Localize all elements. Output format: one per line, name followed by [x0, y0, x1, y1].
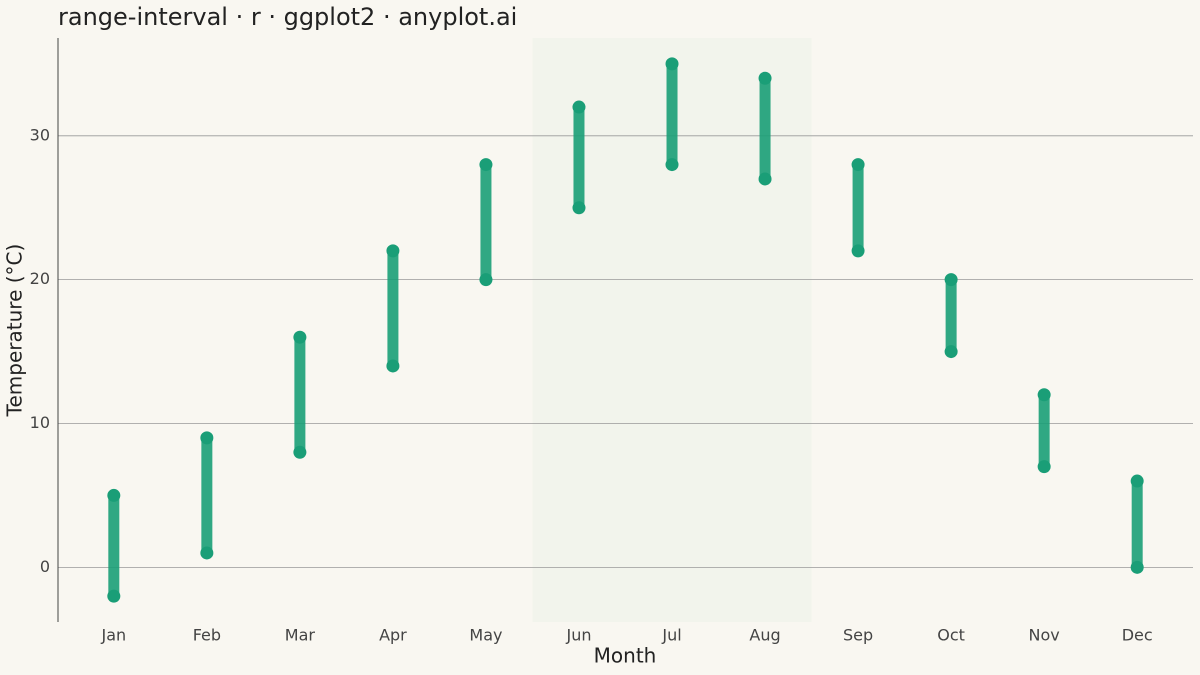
low-dot [479, 273, 493, 287]
low-dot [665, 158, 679, 172]
x-tick-label: Mar [285, 626, 316, 645]
low-dot [1130, 560, 1144, 574]
high-dot [200, 431, 214, 445]
high-dot [572, 100, 586, 114]
range-bar [1131, 481, 1143, 568]
low-dot [758, 172, 772, 186]
high-dot [479, 158, 493, 172]
high-dot [1130, 474, 1144, 488]
low-dot [851, 244, 865, 258]
range-bar [852, 164, 864, 251]
range-bar [201, 437, 213, 553]
high-dot [107, 488, 121, 502]
high-dot [386, 244, 400, 258]
low-dot [386, 359, 400, 373]
x-tick-label: Jun [565, 626, 591, 645]
x-axis-title: Month [594, 644, 657, 668]
chart-title: range-interval · r · ggplot2 · anyplot.a… [58, 3, 517, 31]
x-tick-label: Jul [661, 626, 681, 645]
x-tick-label: Sep [843, 626, 873, 645]
low-dot [293, 445, 307, 459]
x-tick-label: Aug [749, 626, 780, 645]
high-dot [293, 330, 307, 344]
range-bar [1038, 394, 1050, 467]
range-bar [759, 78, 771, 179]
high-dot [758, 71, 772, 85]
range-bar [945, 279, 957, 352]
high-dot [665, 57, 679, 71]
x-tick-label: Nov [1029, 626, 1060, 645]
high-dot [1037, 388, 1051, 402]
range-bar [108, 495, 120, 597]
y-tick-label: 20 [30, 269, 50, 288]
low-dot [944, 345, 958, 359]
range-bar [573, 107, 585, 208]
range-bar [387, 250, 399, 366]
x-tick-label: Apr [379, 626, 407, 645]
y-axis-title: Temperature (°C) [3, 244, 27, 418]
x-tick-label: Feb [193, 626, 221, 645]
low-dot [1037, 460, 1051, 474]
range-bar [480, 164, 492, 280]
low-dot [107, 589, 121, 603]
y-tick-label: 30 [30, 125, 50, 144]
x-tick-label: May [469, 626, 502, 645]
low-dot [200, 546, 214, 560]
y-tick-label: 10 [30, 413, 50, 432]
x-tick-label: Oct [937, 626, 965, 645]
y-tick-label: 0 [40, 557, 50, 576]
high-dot [944, 273, 958, 287]
high-dot [851, 158, 865, 172]
low-dot [572, 201, 586, 215]
range-bar [666, 63, 678, 165]
x-tick-label: Dec [1122, 626, 1153, 645]
x-tick-label: Jan [100, 626, 126, 645]
range-bar [294, 337, 306, 453]
